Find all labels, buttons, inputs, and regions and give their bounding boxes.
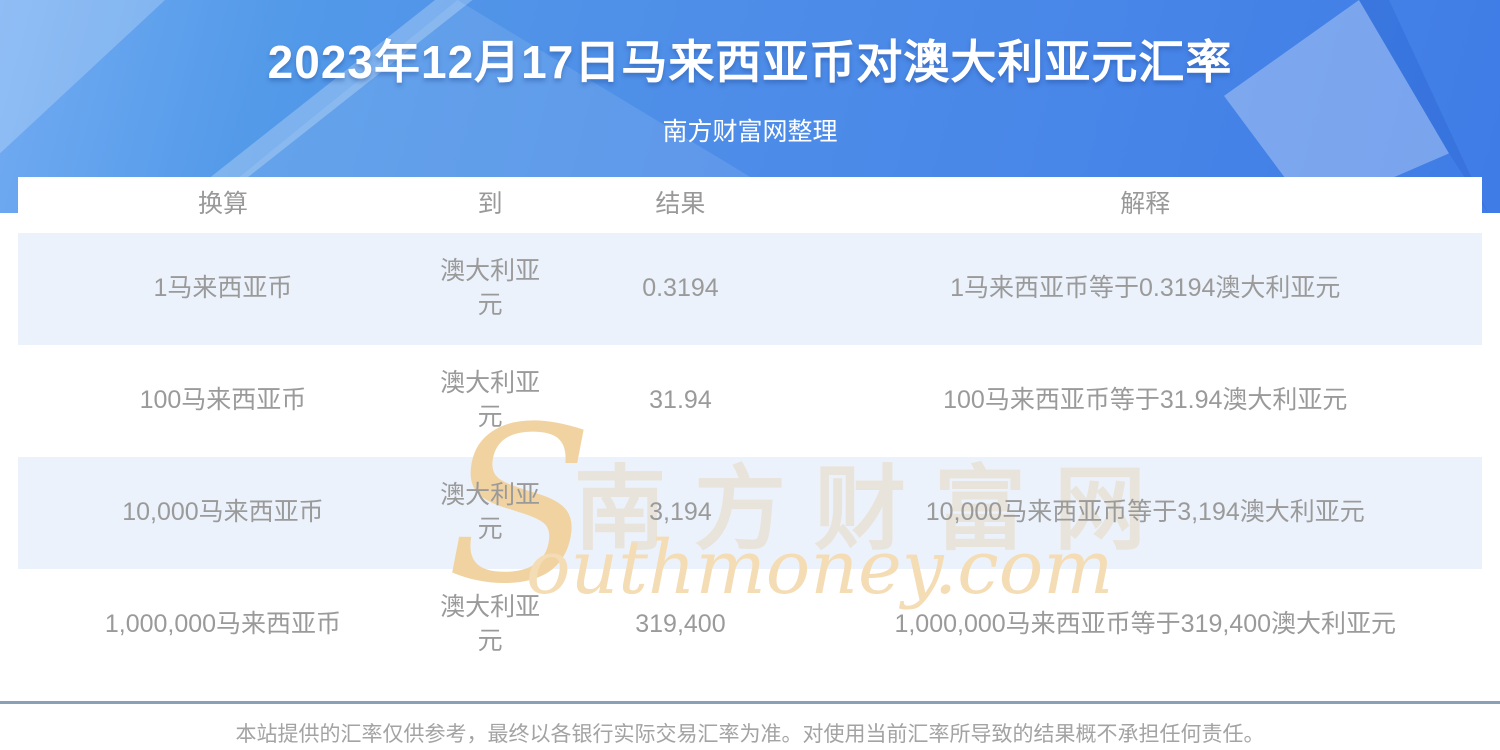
column-header-explain: 解释 [1120, 190, 1171, 219]
cell-convert: 1马来西亚币 [153, 274, 293, 303]
table-header-row: 换算 到 结果 解释 [18, 177, 1482, 233]
rate-card: S 南方财富网 outhmoney.com 换算 到 结果 解释 1马来西亚币 … [18, 177, 1482, 681]
rate-table: 换算 到 结果 解释 1马来西亚币 澳大利亚元 0.3194 1马来西亚币等于0… [18, 177, 1482, 681]
cell-explain: 1马来西亚币等于0.3194澳大利亚元 [950, 274, 1341, 303]
cell-to: 澳大利亚元 [428, 591, 552, 659]
cell-to-text: 澳大利亚元 [440, 257, 541, 319]
table-row: 10,000马来西亚币 澳大利亚元 3,194 10,000马来西亚币等于3,1… [18, 457, 1482, 569]
footer-disclaimer: 本站提供的汇率仅供参考，最终以各银行实际交易汇率为准。对使用当前汇率所导致的结果… [235, 723, 1265, 746]
table-row: 100马来西亚币 澳大利亚元 31.94 100马来西亚币等于31.94澳大利亚… [18, 345, 1482, 457]
cell-result: 0.3194 [642, 274, 719, 303]
cell-result: 31.94 [649, 386, 712, 415]
table-row: 1马来西亚币 澳大利亚元 0.3194 1马来西亚币等于0.3194澳大利亚元 [18, 233, 1482, 345]
cell-result: 3,194 [649, 498, 712, 527]
cell-convert: 10,000马来西亚币 [122, 498, 324, 527]
footer-divider [0, 701, 1500, 704]
cell-to: 澳大利亚元 [428, 367, 552, 435]
page-subtitle: 南方财富网整理 [662, 118, 838, 146]
cell-to: 澳大利亚元 [428, 255, 552, 323]
column-header-result: 结果 [655, 190, 706, 219]
cell-convert: 1,000,000马来西亚币 [104, 610, 342, 639]
cell-to: 澳大利亚元 [428, 479, 552, 547]
cell-to-text: 澳大利亚元 [440, 481, 541, 543]
cell-explain: 10,000马来西亚币等于3,194澳大利亚元 [925, 498, 1365, 527]
cell-to-text: 澳大利亚元 [440, 369, 541, 431]
page-title: 2023年12月17日马来西亚币对澳大利亚元汇率 [267, 36, 1233, 88]
cell-result: 319,400 [635, 610, 726, 639]
column-header-to: 到 [477, 190, 503, 219]
cell-explain: 100马来西亚币等于31.94澳大利亚元 [943, 386, 1348, 415]
cell-convert: 100马来西亚币 [139, 386, 307, 415]
column-header-convert: 换算 [197, 190, 248, 219]
cell-to-text: 澳大利亚元 [440, 593, 541, 655]
table-row: 1,000,000马来西亚币 澳大利亚元 319,400 1,000,000马来… [18, 569, 1482, 681]
cell-explain: 1,000,000马来西亚币等于319,400澳大利亚元 [894, 610, 1397, 639]
